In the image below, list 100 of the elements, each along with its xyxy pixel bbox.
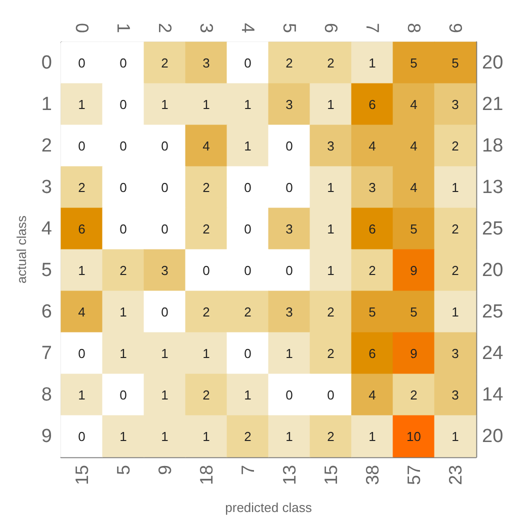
y-tick-label: 2 bbox=[41, 135, 52, 156]
data-label: 1 bbox=[120, 346, 127, 361]
data-label: 2 bbox=[327, 55, 334, 70]
data-label: 6 bbox=[368, 96, 376, 112]
data-label: 5 bbox=[410, 304, 418, 320]
data-label: 1 bbox=[161, 346, 168, 361]
data-label: 3 bbox=[202, 55, 210, 70]
data-label: 0 bbox=[78, 55, 86, 70]
y2-tick-label: 25 bbox=[482, 218, 504, 240]
data-label: 1 bbox=[78, 262, 86, 278]
data-label: 0 bbox=[120, 180, 127, 195]
data-label: 1 bbox=[202, 346, 210, 361]
y2-tick-label: 20 bbox=[482, 426, 504, 447]
data-label: 3 bbox=[452, 96, 459, 112]
y2-tick-label: 13 bbox=[482, 176, 504, 198]
data-label: 2 bbox=[452, 138, 459, 154]
text: 13 bbox=[279, 465, 300, 486]
data-label: 3 bbox=[286, 304, 293, 320]
data-label: 1 bbox=[120, 304, 127, 320]
data-label: 2 bbox=[286, 55, 293, 70]
data-label: 1 bbox=[244, 96, 252, 112]
data-label: 0 bbox=[120, 387, 127, 402]
data-label: 3 bbox=[286, 221, 293, 236]
data-label: 1 bbox=[327, 221, 334, 236]
data-label: 0 bbox=[244, 55, 252, 70]
x-tick-label: 3 bbox=[196, 22, 216, 33]
y2-tick-label: 24 bbox=[482, 342, 504, 364]
data-label: 0 bbox=[161, 221, 168, 236]
data-label: 1 bbox=[368, 55, 376, 70]
data-label: 0 bbox=[286, 180, 293, 195]
data-label: 1 bbox=[161, 387, 168, 402]
data-label: 2 bbox=[327, 346, 334, 361]
data-label: 4 bbox=[368, 138, 376, 154]
data-label: 2 bbox=[202, 180, 210, 195]
data-label: 5 bbox=[410, 55, 418, 70]
data-label: 0 bbox=[286, 138, 293, 154]
x-tick-label: 4 bbox=[238, 22, 258, 33]
x-axis-title: predicted class bbox=[225, 500, 312, 515]
y-tick-label: 8 bbox=[41, 384, 52, 406]
y2-tick-label: 18 bbox=[482, 135, 504, 156]
y-tick-label: 7 bbox=[41, 342, 52, 364]
data-label: 2 bbox=[327, 428, 334, 444]
data-label: 1 bbox=[327, 180, 334, 195]
data-label: 3 bbox=[161, 262, 168, 278]
data-label: 1 bbox=[368, 428, 376, 444]
text: 7 bbox=[238, 465, 258, 476]
data-label: 2 bbox=[368, 262, 376, 278]
y-tick-label: 5 bbox=[41, 260, 52, 281]
data-label: 1 bbox=[286, 346, 293, 361]
data-label: 3 bbox=[327, 138, 334, 154]
data-label: 1 bbox=[161, 96, 168, 112]
data-label: 5 bbox=[368, 304, 376, 320]
data-label: 0 bbox=[120, 221, 127, 236]
text: 15 bbox=[72, 465, 92, 486]
data-label: 1 bbox=[120, 428, 127, 444]
data-label: 1 bbox=[327, 96, 334, 112]
data-label: 2 bbox=[244, 428, 252, 444]
data-label: 6 bbox=[368, 221, 376, 236]
data-label: 1 bbox=[161, 428, 168, 444]
data-label: 4 bbox=[368, 387, 376, 402]
x-tick-label: 5 bbox=[279, 22, 300, 33]
data-label: 3 bbox=[452, 346, 459, 361]
data-label: 2 bbox=[244, 304, 252, 320]
data-label: 0 bbox=[161, 138, 168, 154]
text: 57 bbox=[404, 465, 424, 486]
x-tick-label: 8 bbox=[404, 22, 424, 33]
text: 23 bbox=[445, 465, 466, 486]
y-tick-label: 6 bbox=[41, 301, 52, 322]
data-label: 9 bbox=[410, 346, 418, 361]
data-label: 1 bbox=[286, 428, 293, 444]
data-label: 4 bbox=[78, 304, 86, 320]
y-tick-label: 4 bbox=[41, 218, 52, 240]
data-label: 1 bbox=[78, 96, 86, 112]
data-label: 0 bbox=[202, 262, 210, 278]
x-tick-label: 7 bbox=[362, 22, 382, 33]
data-label: 0 bbox=[120, 138, 127, 154]
data-label: 1 bbox=[78, 387, 86, 402]
data-label: 9 bbox=[410, 262, 418, 278]
data-label: 1 bbox=[244, 138, 252, 154]
data-label: 5 bbox=[452, 55, 459, 70]
data-label: 4 bbox=[410, 138, 418, 154]
data-label: 3 bbox=[452, 387, 459, 402]
y-tick-label: 1 bbox=[41, 94, 52, 115]
data-label: 2 bbox=[452, 221, 459, 236]
y-tick-label: 9 bbox=[41, 426, 52, 447]
data-label: 4 bbox=[202, 138, 210, 154]
data-label: 1 bbox=[452, 428, 459, 444]
text: 15 bbox=[320, 465, 341, 486]
data-label: 3 bbox=[286, 96, 293, 112]
data-label: 2 bbox=[327, 304, 334, 320]
data-label: 3 bbox=[368, 180, 376, 195]
x-tick-label: 0 bbox=[72, 22, 92, 33]
data-label: 2 bbox=[161, 55, 168, 70]
data-label: 0 bbox=[78, 138, 86, 154]
data-label: 0 bbox=[244, 262, 252, 278]
data-label: 0 bbox=[244, 180, 252, 195]
data-label: 0 bbox=[244, 346, 252, 361]
y2-tick-label: 25 bbox=[482, 301, 504, 322]
data-label: 0 bbox=[161, 180, 168, 195]
data-label: 0 bbox=[120, 55, 127, 70]
